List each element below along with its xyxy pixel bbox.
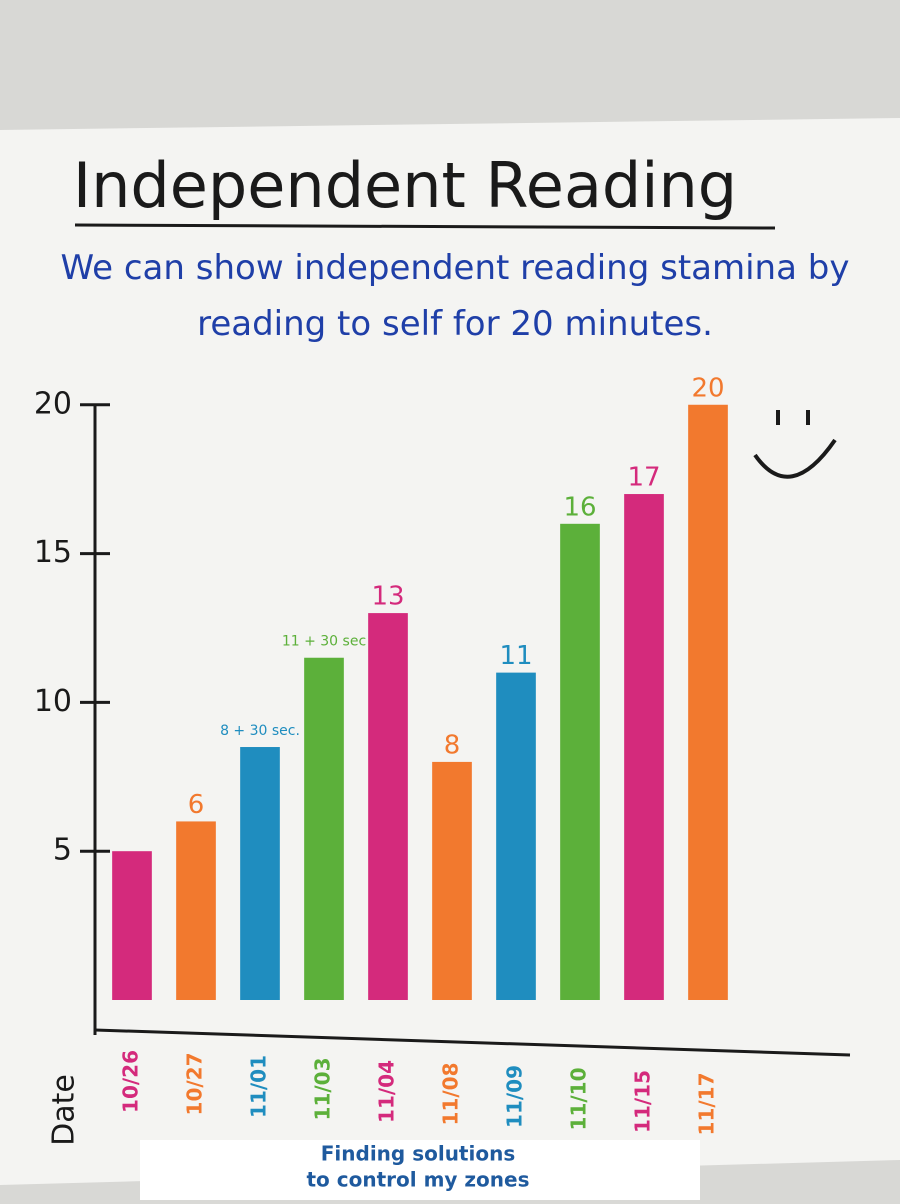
y-tick-label: 20 [34, 386, 72, 421]
bar [560, 523, 600, 1000]
value-label: 6 [188, 790, 205, 820]
sign-line: to control my zones [306, 1168, 529, 1192]
bar [624, 494, 664, 1000]
y-tick-label: 5 [53, 833, 72, 868]
y-tick-label: 10 [34, 684, 72, 719]
bar [688, 404, 728, 1000]
x-tick-label: 10/26 [119, 1050, 143, 1113]
value-label: 20 [691, 373, 724, 403]
x-axis [94, 1028, 851, 1057]
sign [140, 1140, 700, 1200]
value-label: 17 [627, 463, 660, 493]
x-tick-label: 11/01 [247, 1055, 271, 1118]
x-tick-label: 11/09 [503, 1065, 527, 1128]
bar [112, 851, 152, 1000]
x-axis-label: Date [47, 1074, 82, 1146]
value-label: 11 [499, 641, 532, 671]
x-tick-label: 11/03 [311, 1058, 335, 1121]
bar [304, 657, 344, 1000]
subtitle-box: We can show independent reading stamina … [60, 248, 850, 344]
bar [368, 613, 408, 1000]
paper [0, 118, 900, 1185]
x-tick-label: 10/27 [183, 1053, 207, 1116]
title-underline [74, 223, 776, 230]
bar [432, 761, 472, 1000]
x-tick-label: 11/15 [631, 1070, 655, 1133]
value-label: 11 + 30 sec [282, 634, 366, 650]
y-tick-label: 15 [34, 535, 72, 570]
sign-line: Finding solutions [321, 1142, 515, 1166]
value-label: 13 [371, 582, 404, 612]
value-label: 8 + 30 sec. [220, 723, 300, 739]
x-tick-label: 11/04 [375, 1060, 399, 1123]
chart-title: Independent Reading [73, 149, 737, 222]
smiley [753, 410, 837, 479]
x-tick-label: 11/10 [567, 1068, 591, 1131]
value-label: 16 [563, 492, 596, 522]
subtitle: We can show independent reading stamina … [60, 248, 850, 344]
bar [176, 821, 216, 1000]
x-tick-label: 11/08 [439, 1063, 463, 1126]
value-label: 8 [444, 730, 461, 760]
bar [496, 672, 536, 1000]
x-tick-label: 11/17 [695, 1073, 719, 1136]
bar [240, 747, 280, 1000]
